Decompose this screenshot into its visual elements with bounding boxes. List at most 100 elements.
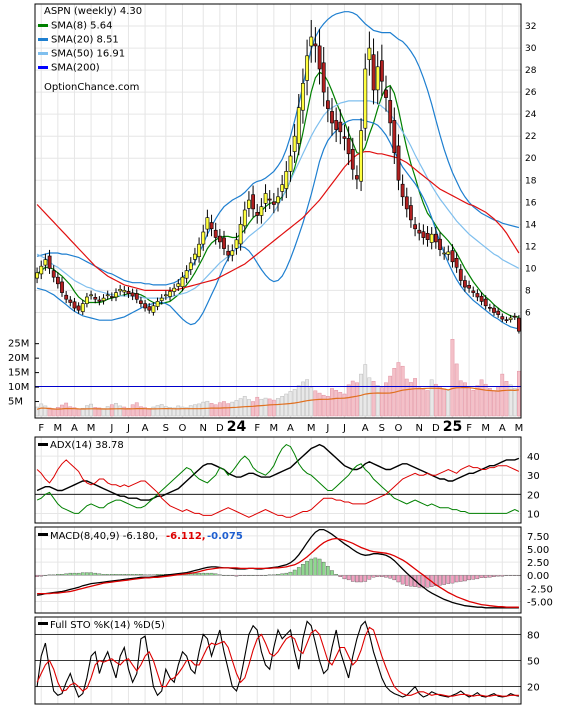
x-axis-label: J (126, 423, 130, 434)
volume-bar (487, 387, 492, 417)
volume-bar (130, 404, 135, 417)
volume-bar (35, 406, 39, 417)
x-axis-label: J (109, 423, 113, 434)
candle-body (433, 233, 438, 243)
sto-panel-frame (34, 616, 522, 705)
volume-bar (114, 403, 118, 417)
volume-bar (126, 407, 131, 417)
volume-bar (517, 370, 521, 417)
adx-tick-label: 10 (527, 509, 540, 520)
x-axis-label: D (216, 423, 224, 434)
macd-histogram-bar (305, 560, 309, 576)
candle-body (330, 111, 334, 124)
candle-body (205, 217, 210, 230)
x-axis-label: N (199, 423, 206, 434)
x-axis-label: F (38, 423, 44, 434)
volume-tick-label: 15M (8, 368, 29, 379)
adx-series-1 (36, 444, 520, 514)
candle-body (242, 209, 247, 227)
macd-histogram-bar (438, 575, 442, 586)
macd-histogram-bar (467, 575, 471, 581)
adx-legend-swatch (38, 443, 48, 446)
candle-body (222, 237, 226, 249)
macd-histogram-bar (205, 572, 210, 576)
candle-body (467, 284, 472, 289)
volume-bar (184, 407, 189, 417)
candle-body (284, 171, 289, 189)
legend-label-0: SMA(8) 5.64 (51, 21, 112, 32)
price-tick-label: 6 (525, 308, 531, 318)
candle-body (114, 292, 118, 298)
macd-histogram-bar (404, 575, 409, 586)
volume-bar (512, 387, 517, 417)
x-axis-label: M (481, 423, 490, 434)
volume-bar (122, 406, 127, 417)
candle-body (442, 252, 447, 255)
macd-histogram-bar (475, 575, 480, 580)
x-axis-label: J (342, 423, 346, 434)
macd-histogram-bar (193, 572, 197, 576)
x-axis-label: N (415, 423, 422, 434)
volume-bar (330, 388, 334, 417)
x-axis-label: A (71, 423, 78, 434)
volume-bar (197, 403, 201, 417)
price-panel-frame (34, 3, 522, 419)
candle-body (35, 272, 40, 279)
candle-body (143, 303, 148, 309)
macd-histogram-bar (463, 575, 467, 582)
candle-body (251, 194, 256, 210)
volume-bar (504, 381, 509, 417)
sto-tick-label: 50 (527, 657, 540, 668)
macd-histogram-bar (309, 558, 314, 576)
candle-body (85, 296, 89, 304)
volume-bar (60, 404, 64, 417)
macd-histogram-bar (197, 572, 201, 576)
legend-label-1: SMA(20) 8.51 (51, 35, 119, 46)
volume-bar (284, 393, 289, 417)
volume-bar (363, 364, 368, 417)
macd-series-1 (37, 537, 519, 608)
price-tick-label: 32 (525, 22, 536, 32)
price-tick-label: 14 (525, 220, 537, 230)
candle-body (267, 198, 272, 201)
volume-bar (139, 406, 143, 417)
candle-body (500, 316, 505, 320)
volume-bar (97, 407, 102, 417)
candle-body (508, 317, 513, 320)
macd-histogram-bar (326, 566, 330, 576)
candle-body (176, 283, 181, 287)
volume-bar (43, 405, 48, 417)
volume-bar (176, 405, 181, 417)
x-axis-label: F (466, 423, 472, 434)
sto-series-1 (36, 626, 519, 697)
candle-body (234, 239, 239, 249)
candle-body (516, 317, 521, 332)
volume-bar (247, 399, 251, 417)
candle-body (454, 257, 459, 268)
volume-bar (193, 404, 197, 417)
volume-bar (305, 379, 309, 417)
volume-bar (143, 407, 147, 417)
macd-histogram-bar (301, 564, 305, 576)
candle-body (375, 66, 380, 91)
volume-bar (450, 339, 455, 417)
x-axis-label: M (307, 423, 316, 434)
candle-body (172, 287, 177, 292)
macd-histogram-bar (396, 575, 401, 583)
candle-body (313, 43, 318, 47)
volume-bar (263, 397, 268, 417)
sto-tick-label: 20 (527, 683, 540, 694)
macd-tick-label: 2.50 (527, 558, 549, 569)
candle-body (230, 250, 235, 256)
candle-body (334, 120, 339, 130)
macd-tick-label: 7.50 (527, 532, 549, 543)
macd-histogram-bar (450, 575, 455, 584)
volume-bar (230, 401, 235, 417)
candle-body (475, 293, 480, 298)
volume-bar (375, 385, 380, 417)
macd-histogram-bar (89, 572, 93, 576)
adx-series-0 (36, 443, 520, 501)
volume-average-line (36, 386, 519, 410)
candle-body (446, 251, 451, 255)
candle-body (379, 60, 384, 82)
